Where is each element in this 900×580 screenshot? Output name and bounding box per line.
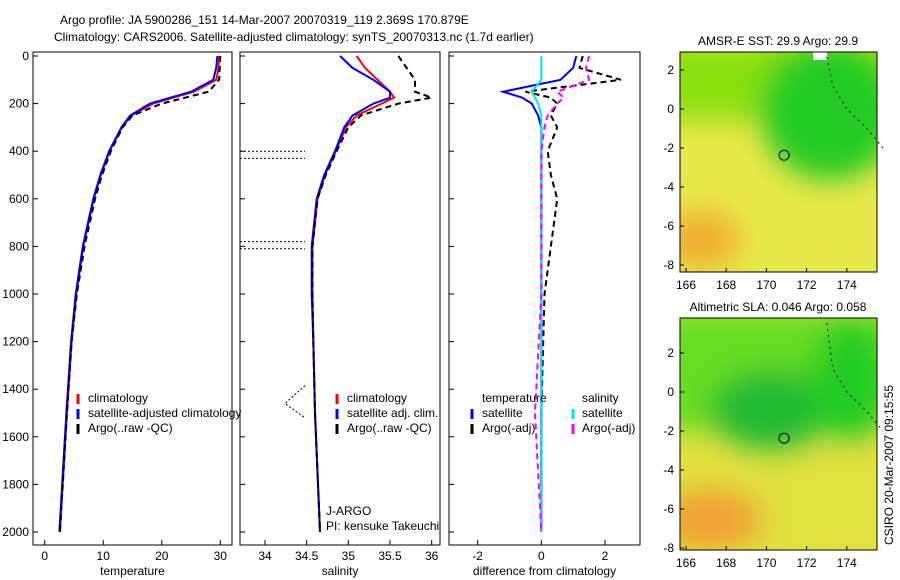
x-tick-label: 0 (538, 549, 545, 563)
x-tick-label: -2 (472, 549, 483, 563)
map-title: Altimetric SLA: 0.046 Argo: 0.058 (690, 300, 867, 314)
y-tick-label: 2 (667, 346, 674, 360)
y-tick-label: -2 (663, 141, 674, 155)
x-axis-label: salinity (322, 564, 359, 578)
legend-label: salinity (582, 391, 619, 405)
y-tick-label: 2 (667, 63, 674, 77)
y-tick-label: 1600 (2, 430, 29, 444)
x-axis-label: difference from climatology (473, 564, 616, 578)
map-title: AMSR-E SST: 29.9 Argo: 29.9 (698, 34, 858, 48)
series-satellite (58, 55, 219, 533)
y-tick-label: -4 (663, 463, 674, 477)
x-axis-label: temperature (100, 564, 165, 578)
series-sal-argo (533, 55, 591, 533)
series-temp-argo (525, 55, 622, 532)
x-tick-label: 35.5 (378, 549, 402, 563)
y-tick-label: 200 (9, 97, 29, 111)
y-tick-label: 800 (9, 239, 29, 253)
x-tick-label: 172 (797, 556, 817, 570)
x-tick-label: 30 (214, 549, 228, 563)
note-label: PI: kensuke Takeuchi (326, 519, 439, 533)
x-tick-label: 166 (676, 556, 696, 570)
x-tick-label: 168 (716, 278, 736, 292)
series-climatology (58, 55, 221, 533)
y-tick-label: 0 (667, 102, 674, 116)
flag-line (284, 385, 306, 419)
x-tick-label: 2 (602, 549, 609, 563)
x-tick-label: 172 (797, 278, 817, 292)
argo-location-marker (778, 149, 790, 161)
title-line1: Argo profile: JA 5900286_151 14-Mar-2007… (60, 13, 469, 27)
argo-location-marker (778, 432, 790, 444)
x-tick-label: 174 (837, 556, 857, 570)
y-tick-label: 400 (9, 144, 29, 158)
y-tick-label: 1200 (2, 335, 29, 349)
note-label: J-ARGO (326, 504, 371, 518)
series-climatology (311, 55, 396, 533)
x-tick-label: 34.5 (295, 549, 319, 563)
y-tick-label: 2000 (2, 525, 29, 539)
x-tick-label: 174 (837, 278, 857, 292)
legend-label: satellite-adjusted climatology (88, 406, 241, 420)
legend-label: climatology (88, 391, 148, 405)
y-tick-label: 0 (667, 385, 674, 399)
x-tick-label: 35 (342, 549, 356, 563)
y-tick-label: -2 (663, 424, 674, 438)
y-tick-label: 1000 (2, 287, 29, 301)
sst-map (680, 52, 877, 272)
series-argo (58, 55, 222, 533)
legend-label: climatology (347, 391, 407, 405)
plot-frame-2 (448, 51, 641, 546)
legend-label: Argo(..raw -QC) (88, 421, 173, 435)
series-argo (311, 55, 436, 533)
x-tick-label: 34 (258, 549, 272, 563)
coastline (826, 322, 884, 432)
sla-map (680, 318, 877, 550)
map-frame (679, 317, 878, 551)
y-tick-label: 1800 (2, 477, 29, 491)
legend-label: Argo(-adj) (582, 421, 635, 435)
map-frame (679, 51, 878, 273)
title-line2: Climatology: CARS2006. Satellite-adjuste… (54, 30, 534, 44)
y-tick-label: -8 (663, 541, 674, 555)
y-tick-label: -4 (663, 180, 674, 194)
y-tick-label: 1400 (2, 382, 29, 396)
x-tick-label: 0 (41, 549, 48, 563)
x-tick-label: 36 (425, 549, 439, 563)
legend-label: Argo(..raw -QC) (347, 421, 432, 435)
y-tick-label: -6 (663, 502, 674, 516)
y-tick-label: -8 (663, 258, 674, 272)
series-sal-satellite (530, 56, 543, 532)
series-satellite (310, 55, 391, 533)
series-temp-satellite (499, 55, 578, 532)
x-tick-label: 170 (756, 556, 776, 570)
plot-frame-0 (32, 51, 233, 546)
x-tick-label: 166 (676, 278, 696, 292)
coastline (826, 56, 884, 149)
x-tick-label: 170 (756, 278, 776, 292)
y-tick-label: 600 (9, 192, 29, 206)
legend-label: satellite (482, 406, 523, 420)
side-label: CSIRO 20-Mar-2007 09:15:55 (882, 385, 896, 545)
legend-label: satellite adj. clim. (347, 406, 438, 420)
plot-frame-1 (239, 51, 441, 546)
x-tick-label: 168 (716, 556, 736, 570)
y-tick-label: -6 (663, 219, 674, 233)
legend-label: Argo(-adj) (482, 421, 535, 435)
legend-label: temperature (482, 391, 547, 405)
legend-label: satellite (582, 406, 623, 420)
x-tick-label: 20 (155, 549, 169, 563)
x-tick-label: 10 (97, 549, 111, 563)
y-tick-label: 0 (22, 49, 29, 63)
